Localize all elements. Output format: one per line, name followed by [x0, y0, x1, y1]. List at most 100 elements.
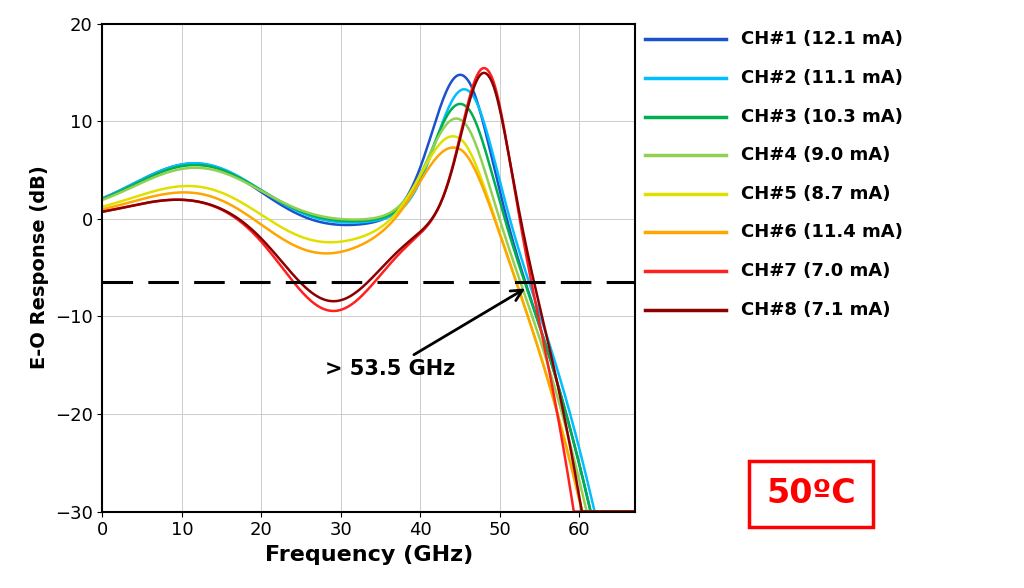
CH#7 (7.0 mA) — [499, 128, 511, 135]
CH#8 (7.1 mA) — [338, 296, 350, 303]
CH#5 (8.7 mA) — [234, 198, 247, 205]
CH#6 (11.4 mA) — [411, 183, 423, 191]
Text: CH#4 (9.0 mA): CH#4 (9.0 mA) — [741, 146, 890, 164]
CH#1 (12.1 mA) — [629, 508, 641, 515]
CH#5 (8.7 mA) — [629, 508, 641, 515]
CH#4 (9.0 mA) — [338, 216, 350, 223]
Line: CH#7 (7.0 mA): CH#7 (7.0 mA) — [104, 68, 635, 512]
CH#4 (9.0 mA) — [629, 508, 641, 515]
CH#5 (8.7 mA) — [411, 178, 423, 185]
CH#3 (10.3 mA) — [338, 218, 350, 225]
CH#1 (12.1 mA) — [234, 175, 247, 182]
CH#5 (8.7 mA) — [98, 203, 111, 210]
CH#3 (10.3 mA) — [411, 181, 423, 188]
CH#8 (7.1 mA) — [234, 217, 247, 224]
CH#1 (12.1 mA) — [454, 71, 466, 78]
CH#1 (12.1 mA) — [98, 194, 111, 201]
Text: CH#7 (7.0 mA): CH#7 (7.0 mA) — [741, 262, 890, 280]
CH#1 (12.1 mA) — [411, 173, 423, 180]
CH#4 (9.0 mA) — [411, 178, 423, 185]
Line: CH#5 (8.7 mA): CH#5 (8.7 mA) — [104, 136, 635, 512]
CH#3 (10.3 mA) — [453, 101, 465, 108]
CH#2 (11.1 mA) — [191, 160, 204, 167]
CH#1 (12.1 mA) — [499, 206, 511, 213]
CH#6 (11.4 mA) — [454, 145, 466, 152]
CH#8 (7.1 mA) — [98, 208, 111, 215]
CH#8 (7.1 mA) — [191, 198, 204, 205]
CH#1 (12.1 mA) — [191, 160, 204, 167]
Text: CH#3 (10.3 mA): CH#3 (10.3 mA) — [741, 108, 903, 126]
CH#3 (10.3 mA) — [586, 508, 598, 515]
CH#4 (9.0 mA) — [450, 115, 462, 122]
CH#6 (11.4 mA) — [447, 144, 460, 151]
CH#8 (7.1 mA) — [411, 231, 423, 238]
CH#5 (8.7 mA) — [499, 244, 511, 251]
CH#8 (7.1 mA) — [478, 69, 490, 76]
CH#5 (8.7 mA) — [454, 135, 466, 142]
Line: CH#1 (12.1 mA): CH#1 (12.1 mA) — [104, 75, 635, 512]
CH#2 (11.1 mA) — [458, 86, 470, 93]
Text: 50ºC: 50ºC — [766, 477, 856, 510]
CH#2 (11.1 mA) — [338, 219, 350, 226]
Text: CH#8 (7.1 mA): CH#8 (7.1 mA) — [741, 300, 891, 319]
CH#2 (11.1 mA) — [629, 508, 641, 515]
CH#2 (11.1 mA) — [411, 184, 423, 191]
CH#6 (11.4 mA) — [499, 245, 511, 252]
CH#3 (10.3 mA) — [98, 195, 111, 202]
CH#2 (11.1 mA) — [499, 196, 511, 203]
CH#2 (11.1 mA) — [589, 508, 601, 515]
CH#7 (7.0 mA) — [629, 508, 641, 515]
CH#2 (11.1 mA) — [453, 88, 465, 95]
CH#7 (7.0 mA) — [338, 305, 350, 312]
CH#6 (11.4 mA) — [98, 205, 111, 212]
CH#4 (9.0 mA) — [234, 176, 247, 183]
CH#3 (10.3 mA) — [191, 162, 204, 169]
CH#1 (12.1 mA) — [586, 508, 598, 515]
CH#7 (7.0 mA) — [191, 198, 204, 205]
CH#3 (10.3 mA) — [454, 101, 466, 108]
Line: CH#4 (9.0 mA): CH#4 (9.0 mA) — [104, 119, 635, 512]
CH#4 (9.0 mA) — [98, 196, 111, 203]
CH#3 (10.3 mA) — [629, 508, 641, 515]
CH#7 (7.0 mA) — [411, 233, 423, 240]
CH#7 (7.0 mA) — [98, 208, 111, 215]
CH#6 (11.4 mA) — [577, 508, 589, 515]
Text: CH#5 (8.7 mA): CH#5 (8.7 mA) — [741, 185, 891, 203]
CH#8 (7.1 mA) — [453, 141, 465, 148]
CH#1 (12.1 mA) — [453, 72, 465, 79]
Line: CH#8 (7.1 mA): CH#8 (7.1 mA) — [104, 73, 635, 512]
CH#4 (9.0 mA) — [499, 232, 511, 239]
CH#2 (11.1 mA) — [234, 174, 247, 181]
CH#6 (11.4 mA) — [629, 508, 641, 515]
CH#8 (7.1 mA) — [499, 129, 511, 136]
Text: CH#6 (11.4 mA): CH#6 (11.4 mA) — [741, 223, 903, 242]
CH#6 (11.4 mA) — [191, 190, 204, 197]
CH#8 (7.1 mA) — [629, 508, 641, 515]
CH#8 (7.1 mA) — [577, 508, 589, 515]
Line: CH#6 (11.4 mA): CH#6 (11.4 mA) — [104, 148, 635, 512]
CH#5 (8.7 mA) — [191, 183, 204, 190]
CH#4 (9.0 mA) — [454, 116, 466, 123]
Text: CH#2 (11.1 mA): CH#2 (11.1 mA) — [741, 69, 903, 87]
CH#4 (9.0 mA) — [191, 164, 204, 171]
X-axis label: Frequency (GHz): Frequency (GHz) — [264, 545, 473, 565]
CH#3 (10.3 mA) — [499, 215, 511, 222]
Y-axis label: E-O Response (dB): E-O Response (dB) — [31, 166, 49, 369]
CH#6 (11.4 mA) — [234, 207, 247, 214]
CH#3 (10.3 mA) — [234, 175, 247, 182]
CH#4 (9.0 mA) — [581, 508, 593, 515]
CH#5 (8.7 mA) — [577, 508, 589, 515]
CH#5 (8.7 mA) — [447, 133, 460, 140]
Text: CH#1 (12.1 mA): CH#1 (12.1 mA) — [741, 30, 903, 48]
CH#1 (12.1 mA) — [338, 222, 350, 229]
CH#7 (7.0 mA) — [234, 218, 247, 225]
CH#7 (7.0 mA) — [453, 139, 465, 146]
Line: CH#2 (11.1 mA): CH#2 (11.1 mA) — [104, 89, 635, 512]
Text: > 53.5 GHz: > 53.5 GHz — [325, 290, 522, 379]
CH#6 (11.4 mA) — [338, 248, 350, 255]
CH#7 (7.0 mA) — [478, 65, 490, 72]
CH#2 (11.1 mA) — [98, 194, 111, 201]
Line: CH#3 (10.3 mA): CH#3 (10.3 mA) — [104, 104, 635, 512]
CH#7 (7.0 mA) — [568, 508, 581, 515]
CH#5 (8.7 mA) — [338, 238, 350, 245]
